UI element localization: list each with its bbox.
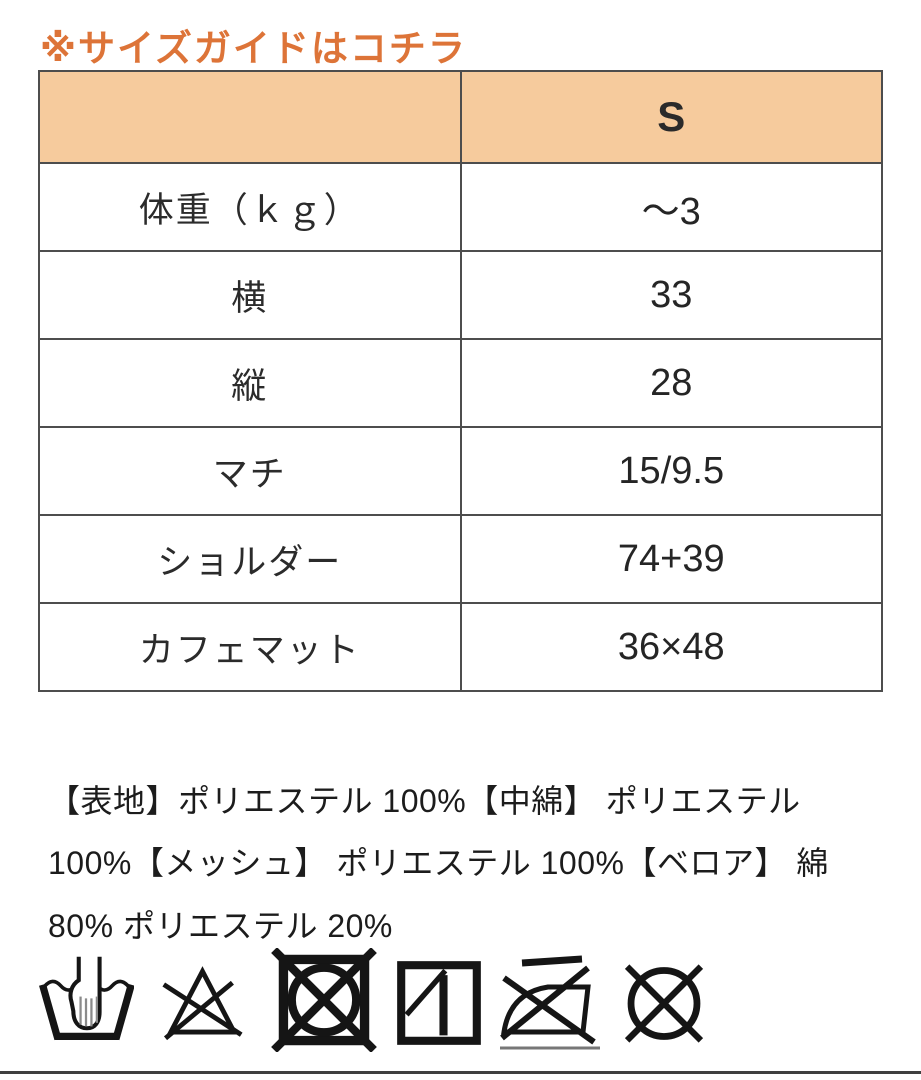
- row-label-height: 縦: [38, 338, 462, 428]
- size-guide-table: S 体重（ｋｇ） ～3 横 33 縦 28 マチ 15/9.5 ショルダー 74…: [38, 70, 883, 692]
- row-label-width: 横: [38, 250, 462, 340]
- row-label-gusset: マチ: [38, 426, 462, 516]
- hand-wash-icon: [38, 952, 134, 1052]
- do-not-tumble-dry-icon: [268, 948, 380, 1052]
- do-not-iron-icon: [496, 946, 606, 1052]
- row-value-width: 33: [459, 250, 883, 340]
- table-header-row: S: [38, 70, 883, 164]
- materials-text: 【表地】ポリエステル 100%【中綿】 ポリエステル 100%【メッシュ】 ポリ…: [48, 783, 829, 944]
- row-value-gusset: 15/9.5: [459, 426, 883, 516]
- table-row: カフェマット 36×48: [38, 602, 883, 692]
- size-guide-link[interactable]: ※サイズガイドはコチラ: [40, 28, 467, 69]
- table-row: 横 33: [38, 250, 883, 340]
- do-not-bleach-icon: [162, 954, 250, 1052]
- bottom-divider: [0, 1071, 921, 1074]
- row-value-cafemat: 36×48: [459, 602, 883, 692]
- table-row: マチ 15/9.5: [38, 426, 883, 516]
- drip-dry-in-shade-icon: [394, 954, 484, 1052]
- row-value-shoulder: 74+39: [459, 514, 883, 604]
- row-label-shoulder: ショルダー: [38, 514, 462, 604]
- row-label-cafemat: カフェマット: [38, 602, 462, 692]
- table-row: 縦 28: [38, 338, 883, 428]
- table-row: 体重（ｋｇ） ～3: [38, 162, 883, 252]
- table-row: ショルダー 74+39: [38, 514, 883, 604]
- row-value-height: 28: [459, 338, 883, 428]
- header-cell-size-s: S: [459, 70, 883, 164]
- row-label-weight: 体重（ｋｇ）: [38, 162, 462, 252]
- header-cell-empty: [38, 70, 462, 164]
- do-not-dry-clean-icon: [614, 955, 714, 1052]
- care-symbols-row: [38, 946, 714, 1052]
- row-value-weight: ～3: [459, 162, 883, 252]
